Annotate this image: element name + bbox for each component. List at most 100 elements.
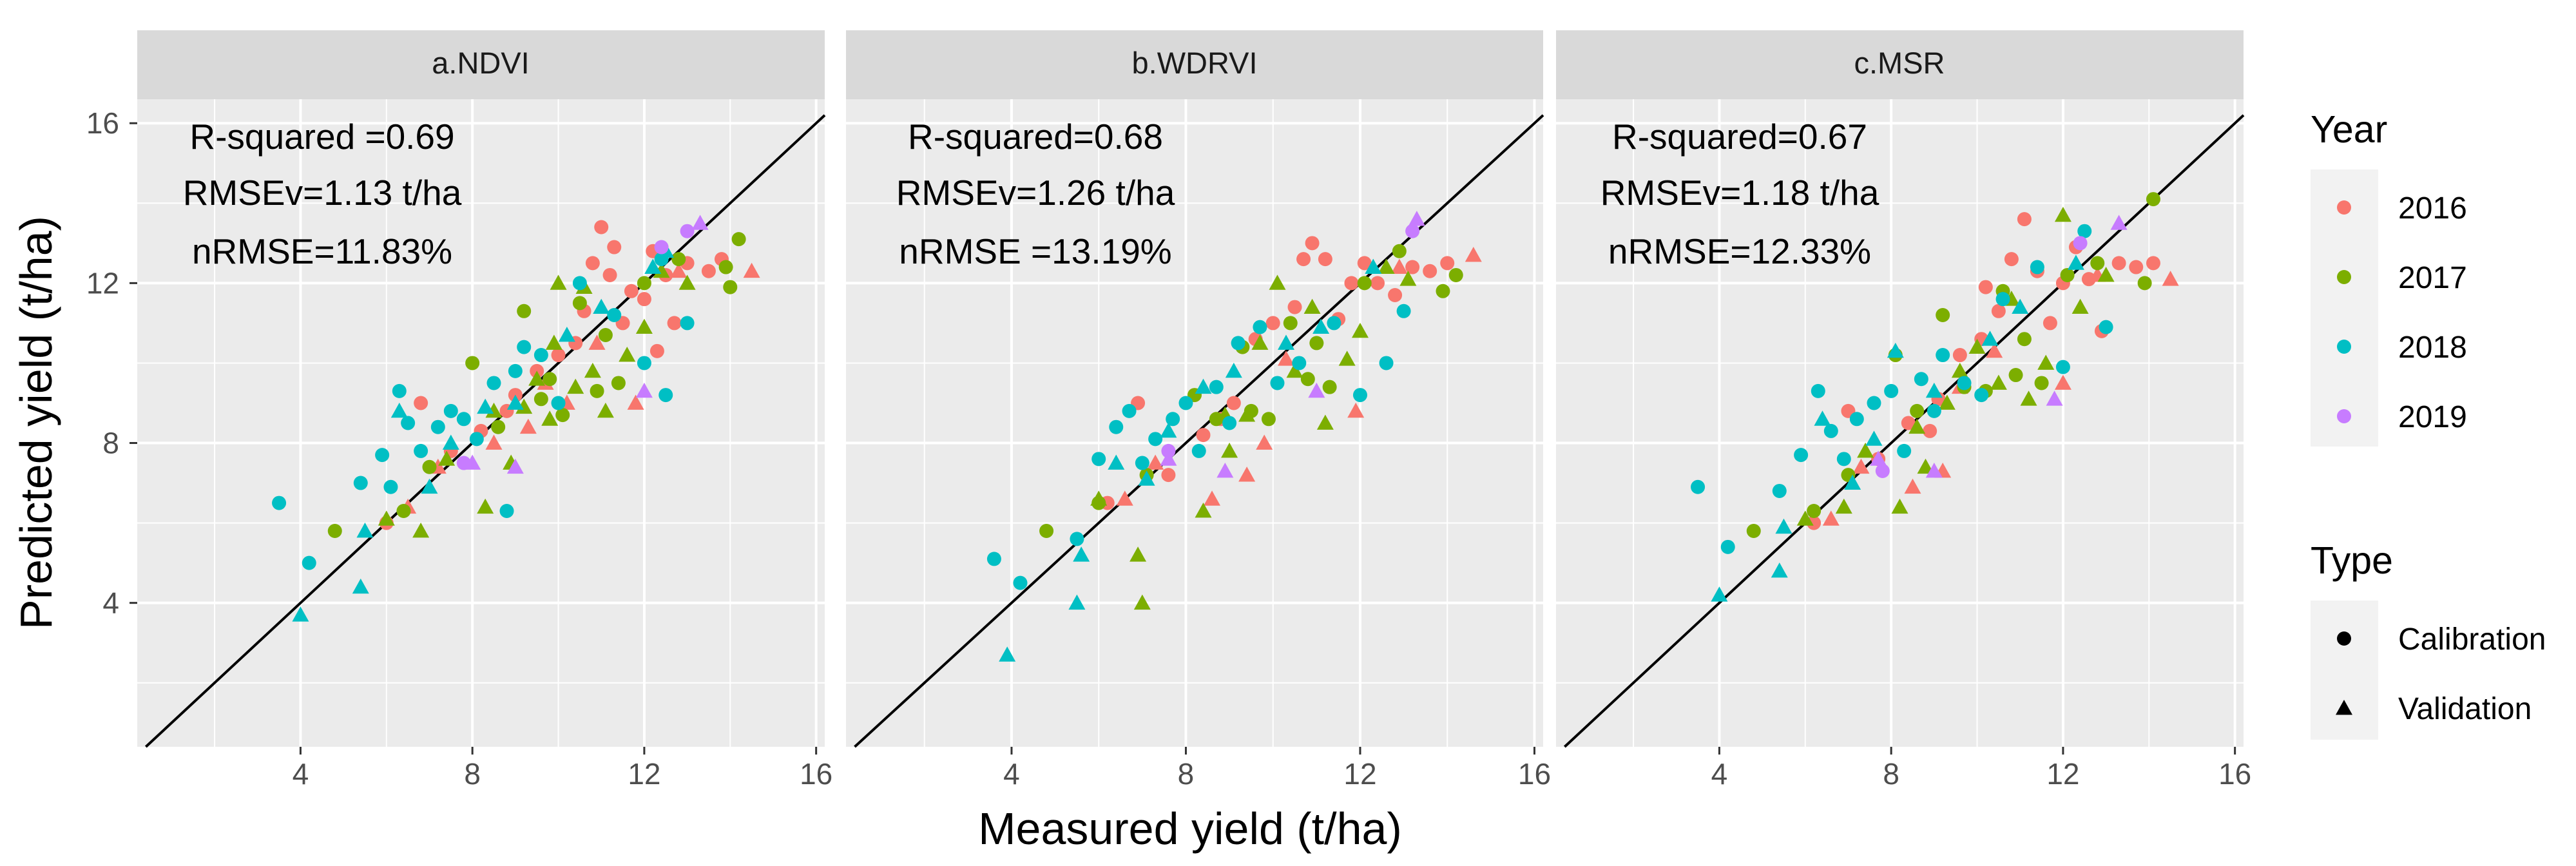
point-calibration-2019 [680,224,695,238]
point-calibration-2017 [1807,503,1821,518]
legend-key-validation [2336,700,2352,715]
point-validation-2018 [442,434,459,450]
panel-a-rmsev: RMSEv=1.13 t/ha [183,173,462,213]
point-validation-2018 [477,398,494,414]
point-validation-2017 [1917,458,1934,474]
panel-b-strip [846,30,1543,99]
point-calibration-2018 [443,403,458,418]
point-calibration-2018 [1914,372,1928,387]
point-validation-2019 [464,454,481,470]
point-calibration-2016 [1923,423,1937,438]
panel-b-strip-label: b.WDRVI [1132,46,1258,80]
point-validation-2017 [1338,351,1356,366]
point-calibration-2017 [2017,332,2032,347]
legend-key-2017 [2337,270,2351,284]
point-validation-2016 [743,262,760,278]
point-validation-2018 [1844,474,1861,490]
point-validation-2019 [1308,382,1325,398]
x-tick-label: 8 [464,757,481,791]
point-calibration-2018 [1974,388,1989,403]
point-calibration-2018 [1091,452,1106,467]
point-validation-2016 [1116,490,1133,506]
point-calibration-2017 [598,328,613,343]
point-validation-2019 [506,458,524,474]
point-calibration-2017 [1039,524,1054,538]
panel-c-rmsev: RMSEv=1.18 t/ha [1600,173,1879,213]
point-calibration-2016 [1901,416,1916,430]
point-calibration-2018 [572,276,587,291]
legend-key-2016 [2337,200,2351,215]
point-calibration-2017 [533,392,548,407]
point-validation-2016 [1204,490,1221,506]
y-axis: 4 8 12 16 [86,106,137,620]
point-calibration-2016 [1388,287,1403,302]
legend-year-keys [2337,200,2351,423]
point-validation-2016 [1852,458,1870,474]
point-calibration-2017 [1936,308,1950,322]
y-tick-label: 16 [86,106,119,140]
panel-c-reference-line [1563,114,2245,748]
legend-year-label-2018: 2018 [2398,331,2467,365]
point-calibration-2016 [1287,300,1302,314]
point-validation-2017 [1796,510,1814,526]
point-calibration-2017 [1392,244,1407,258]
x-tick-label: 16 [1518,757,1551,791]
point-validation-2018 [1981,331,1999,346]
point-validation-2016 [2162,271,2179,286]
point-validation-2017 [653,262,670,278]
point-calibration-2016 [1357,256,1372,271]
point-calibration-2016 [1952,348,1967,363]
point-calibration-2018 [533,348,548,363]
legend-type-keys-background [2311,601,2378,740]
point-validation-2019 [1216,462,1234,478]
point-calibration-2018 [353,476,368,490]
point-validation-2018 [1138,470,1155,486]
point-calibration-2018 [1897,443,1912,458]
point-validation-2017 [1378,258,1395,274]
point-validation-2018 [292,606,309,622]
point-calibration-2017 [637,276,651,291]
panel-a-strip [137,30,825,99]
point-calibration-2016 [1161,468,1176,483]
point-validation-2017 [1951,362,1968,378]
point-validation-2017 [1990,374,2007,390]
panel-a-background [137,99,825,747]
panel-b-points [986,211,1482,662]
point-calibration-2016 [1226,396,1241,410]
point-calibration-2017 [543,372,557,387]
point-validation-2017 [1938,394,1956,410]
point-calibration-2017 [2034,376,2049,390]
point-calibration-2017 [1209,412,1224,427]
point-calibration-2018 [1867,396,1881,410]
point-validation-2017 [1221,442,1238,458]
point-calibration-2018 [1327,316,1341,331]
point-calibration-2016 [551,348,566,363]
point-calibration-2018 [986,552,1001,566]
point-validation-2017 [2037,354,2055,370]
point-calibration-2016 [1405,260,1420,274]
x-axis-ticks: 4 8 12 16 4 8 12 16 4 8 12 16 [293,747,2251,791]
point-validation-2017 [597,402,614,418]
point-calibration-2017 [671,252,686,267]
point-calibration-2016 [1344,276,1359,291]
x-tick-label: 16 [800,757,832,791]
point-calibration-2017 [422,459,437,474]
panel-b-background [846,99,1543,747]
panel-c-strip [1556,30,2244,99]
point-calibration-2018 [302,555,316,570]
panel-c-nrmse: nRMSE=12.33% [1608,231,1871,271]
point-calibration-2018 [1823,423,1838,438]
point-validation-2018 [1711,586,1728,602]
point-calibration-2017 [1261,412,1276,427]
point-calibration-2018 [499,503,514,518]
y-tick-label: 12 [86,266,119,300]
point-validation-2017 [1129,546,1147,562]
panel-c-strip-label: c.MSR [1854,46,1945,80]
legend-type-title: Type [2311,539,2393,582]
point-calibration-2016 [1991,303,2006,318]
point-calibration-2018 [1995,292,2010,307]
x-tick-label: 4 [1711,757,1728,791]
panel-a-strip-label: a.NDVI [432,46,530,80]
point-calibration-2016 [1196,428,1211,443]
